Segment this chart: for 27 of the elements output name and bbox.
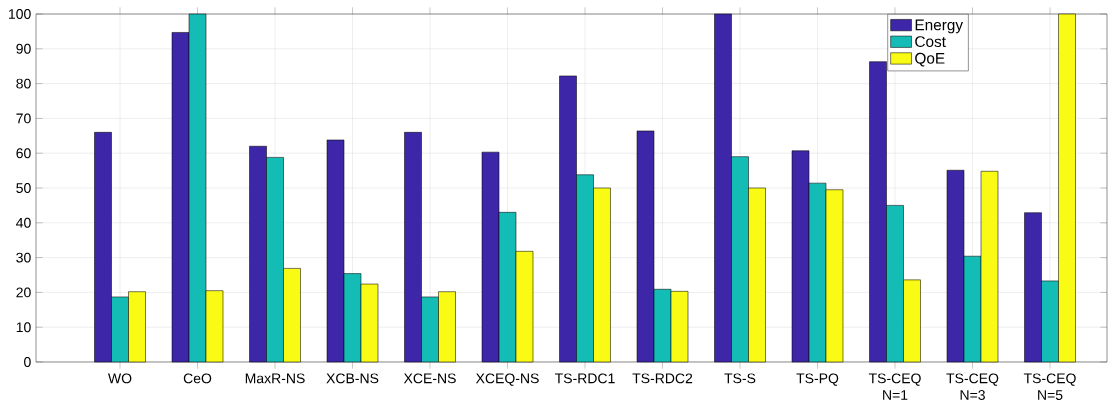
- x-tick-label: TS-RDC2: [632, 373, 693, 384]
- y-tick-label: 10: [16, 322, 31, 333]
- y-tick-label: 30: [16, 252, 31, 263]
- y-tick-label: 40: [16, 217, 31, 228]
- x-tick-label: TS-CEQ N=5: [1023, 373, 1076, 400]
- x-tick-label: TS-CEQ N=1: [868, 373, 921, 400]
- x-tick-label: XCB-NS: [326, 373, 379, 384]
- x-tick-label: XCE-NS: [403, 373, 456, 384]
- x-tick-label: MaxR-NS: [245, 373, 305, 384]
- y-tick-label: 20: [16, 287, 31, 298]
- x-tick-label: TS-S: [724, 373, 756, 384]
- legend-label: Energy: [915, 19, 963, 34]
- x-tick-label: XCEQ-NS: [475, 373, 539, 386]
- x-tick-label: TS-CEQ N=3: [946, 373, 999, 400]
- y-tick-label: 0: [24, 357, 31, 367]
- y-tick-label: 100: [9, 9, 31, 19]
- legend-label: Cost: [915, 36, 946, 47]
- y-tick-label: 50: [16, 183, 31, 193]
- x-tick-label: WO: [108, 373, 132, 384]
- x-tick-label: CeO: [183, 373, 212, 384]
- y-tick-label: 70: [16, 113, 31, 124]
- legend-label: QoE: [915, 52, 945, 67]
- y-tick-label: 60: [16, 148, 31, 159]
- x-tick-label: TS-PQ: [796, 373, 839, 386]
- y-tick-label: 90: [16, 43, 31, 54]
- x-tick-label: TS-RDC1: [554, 373, 615, 384]
- y-tick-label: 80: [16, 78, 31, 89]
